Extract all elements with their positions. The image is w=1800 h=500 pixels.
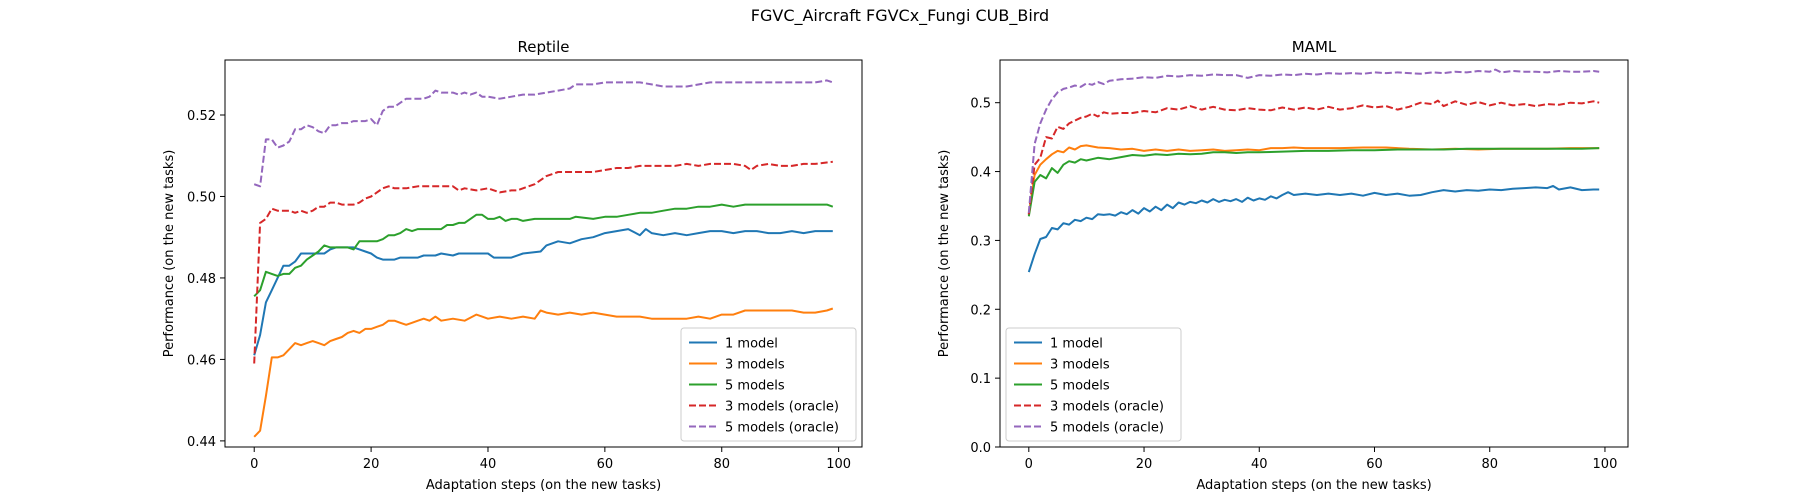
series-line-4 bbox=[253, 160, 833, 364]
series-line-5 bbox=[1027, 68, 1600, 213]
x-tick-label: 100 bbox=[826, 457, 851, 472]
legend-label: 3 models (oracle) bbox=[725, 400, 839, 415]
x-tick-label: 20 bbox=[363, 457, 380, 472]
chart-title: MAML bbox=[1292, 38, 1337, 56]
legend-label: 5 models bbox=[1050, 379, 1110, 394]
legend-label: 5 models bbox=[725, 379, 785, 394]
x-tick-label: 80 bbox=[713, 457, 730, 472]
series-group bbox=[253, 79, 834, 438]
series-line-5 bbox=[253, 79, 834, 188]
legend-label: 3 models bbox=[725, 358, 785, 373]
x-tick-label: 40 bbox=[480, 457, 497, 472]
legend-label: 5 models (oracle) bbox=[725, 421, 839, 436]
x-tick-label: 0 bbox=[250, 457, 258, 472]
legend: 1 model 3 models 5 models 3 models (oracle)… bbox=[1005, 327, 1182, 442]
x-axis-label: Adaptation steps (on the new tasks) bbox=[1196, 478, 1431, 493]
y-tick-label: 0.0 bbox=[970, 441, 991, 456]
y-tick-label: 0.46 bbox=[187, 353, 216, 368]
y-axis-label: Performance (on the new tasks) bbox=[937, 150, 952, 358]
series-line-2 bbox=[1027, 144, 1600, 216]
x-tick-label: 20 bbox=[1136, 457, 1153, 472]
legend-label: 1 model bbox=[1050, 337, 1103, 352]
series-line-3 bbox=[1027, 147, 1600, 217]
x-tick-label: 80 bbox=[1481, 457, 1498, 472]
y-tick-label: 0.44 bbox=[187, 435, 216, 450]
series-line-2 bbox=[253, 307, 834, 438]
legend-label: 5 models (oracle) bbox=[1050, 421, 1164, 436]
chart-panel-maml: MAML 0 20 40 60 80 100 0.0 0.1 0.2 0.3 0.4 0.5 Adapta… bbox=[937, 38, 1629, 493]
legend-label: 1 model bbox=[725, 337, 778, 352]
y-tick-label: 0.3 bbox=[970, 234, 991, 249]
y-tick-label: 0.48 bbox=[187, 272, 216, 287]
x-tick-label: 0 bbox=[1025, 457, 1033, 472]
legend-label: 3 models bbox=[1050, 358, 1110, 373]
y-tick-label: 0.1 bbox=[970, 372, 991, 387]
x-tick-label: 40 bbox=[1251, 457, 1268, 472]
y-tick-label: 0.2 bbox=[970, 303, 991, 318]
chart-title: Reptile bbox=[518, 38, 570, 56]
legend-box bbox=[680, 327, 857, 442]
series-line-4 bbox=[1027, 99, 1600, 215]
series-line-3 bbox=[253, 203, 834, 297]
x-tick-label: 60 bbox=[597, 457, 614, 472]
chart-panel-reptile: Reptile 0 20 40 60 80 100 0.44 0.46 0.48 0.50 0.52 A… bbox=[162, 38, 863, 493]
y-tick-label: 0.50 bbox=[187, 190, 216, 205]
figure-title: FGVC_Aircraft FGVCx_Fungi CUB_Bird bbox=[750, 6, 1050, 25]
plot-frame bbox=[999, 59, 1629, 448]
x-tick-label: 100 bbox=[1593, 457, 1618, 472]
x-tick-label: 60 bbox=[1366, 457, 1383, 472]
legend: 1 model 3 models 5 models 3 models (oracle)… bbox=[680, 327, 857, 442]
legend-label: 3 models (oracle) bbox=[1050, 400, 1164, 415]
legend-box bbox=[1005, 327, 1182, 442]
y-tick-label: 0.4 bbox=[970, 166, 991, 181]
y-tick-label: 0.5 bbox=[970, 97, 991, 112]
series-group bbox=[1027, 68, 1600, 273]
y-axis-label: Performance (on the new tasks) bbox=[162, 150, 177, 358]
plot-frame bbox=[224, 59, 863, 448]
series-line-1 bbox=[1027, 185, 1600, 273]
y-tick-label: 0.52 bbox=[187, 109, 216, 124]
x-axis-label: Adaptation steps (on the new tasks) bbox=[426, 478, 661, 493]
